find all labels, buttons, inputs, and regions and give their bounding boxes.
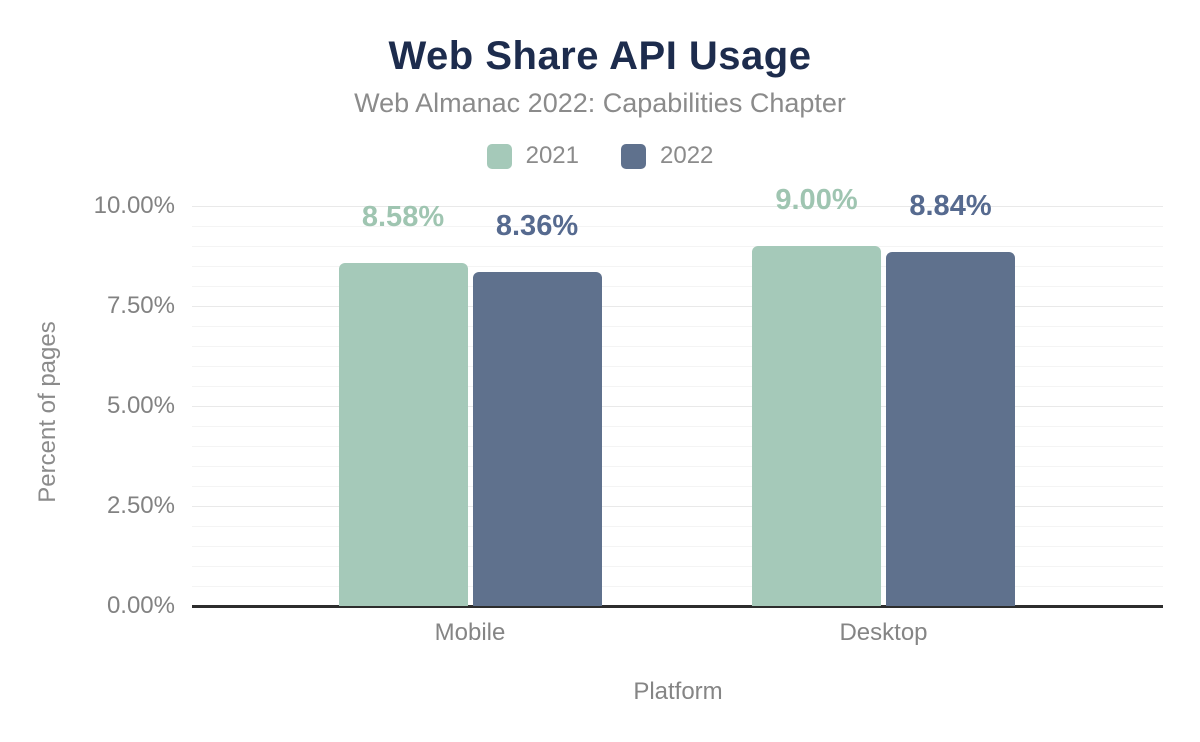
minor-gridline: [192, 466, 1163, 467]
y-tick-label: 0.00%: [106, 592, 175, 619]
x-category-label-desktop: Desktop: [839, 619, 928, 646]
plot-area: [192, 206, 1163, 608]
legend-item-2022: 2022: [621, 142, 713, 170]
minor-gridline: [192, 346, 1163, 347]
chart-subtitle: Web Almanac 2022: Capabilities Chapter: [354, 88, 846, 118]
x-axis-line: [192, 605, 1163, 608]
minor-gridline: [192, 566, 1163, 567]
bar-2021-mobile: [338, 262, 468, 606]
bar-value-label-2022-desktop: 8.84%: [909, 190, 992, 223]
legend-swatch-2022-icon: [621, 143, 646, 169]
y-tick-label: 10.00%: [93, 192, 175, 219]
bar-2022-mobile: [472, 271, 602, 606]
major-gridline: [192, 406, 1163, 407]
minor-gridline: [192, 266, 1163, 267]
minor-gridline: [192, 286, 1163, 287]
x-category-label-mobile: Mobile: [434, 619, 506, 646]
legend: 2021 2022: [0, 142, 1200, 170]
y-tick-label: 5.00%: [106, 392, 175, 419]
chart-title: Web Share API Usage: [388, 34, 812, 78]
minor-gridline: [192, 446, 1163, 447]
minor-gridline: [192, 486, 1163, 487]
legend-label-2022: 2022: [660, 142, 714, 169]
minor-gridline: [192, 546, 1163, 547]
minor-gridline: [192, 226, 1163, 227]
legend-swatch-2021-icon: [486, 143, 512, 169]
minor-gridline: [192, 426, 1163, 427]
y-tick-label: 2.50%: [106, 492, 175, 519]
legend-label-2021: 2021: [525, 142, 579, 169]
bar-value-label-2022-mobile: 8.36%: [495, 209, 579, 242]
minor-gridline: [192, 366, 1163, 367]
minor-gridline: [192, 526, 1163, 527]
y-tick-label: 7.50%: [106, 292, 175, 319]
minor-gridline: [192, 386, 1163, 387]
minor-gridline: [192, 586, 1163, 587]
major-gridline: [192, 506, 1163, 507]
major-gridline: [192, 206, 1163, 207]
x-axis-title: Platform: [633, 678, 723, 705]
minor-gridline: [192, 246, 1163, 247]
legend-item-2021: 2021: [486, 142, 579, 170]
bar-value-label-2021-mobile: 8.58%: [361, 200, 445, 233]
bar-2021-desktop: [752, 246, 881, 606]
bar-2022-desktop: [886, 252, 1015, 606]
minor-gridline: [192, 326, 1163, 327]
major-gridline: [192, 306, 1163, 307]
bar-value-label-2021-desktop: 9.00%: [775, 184, 858, 216]
